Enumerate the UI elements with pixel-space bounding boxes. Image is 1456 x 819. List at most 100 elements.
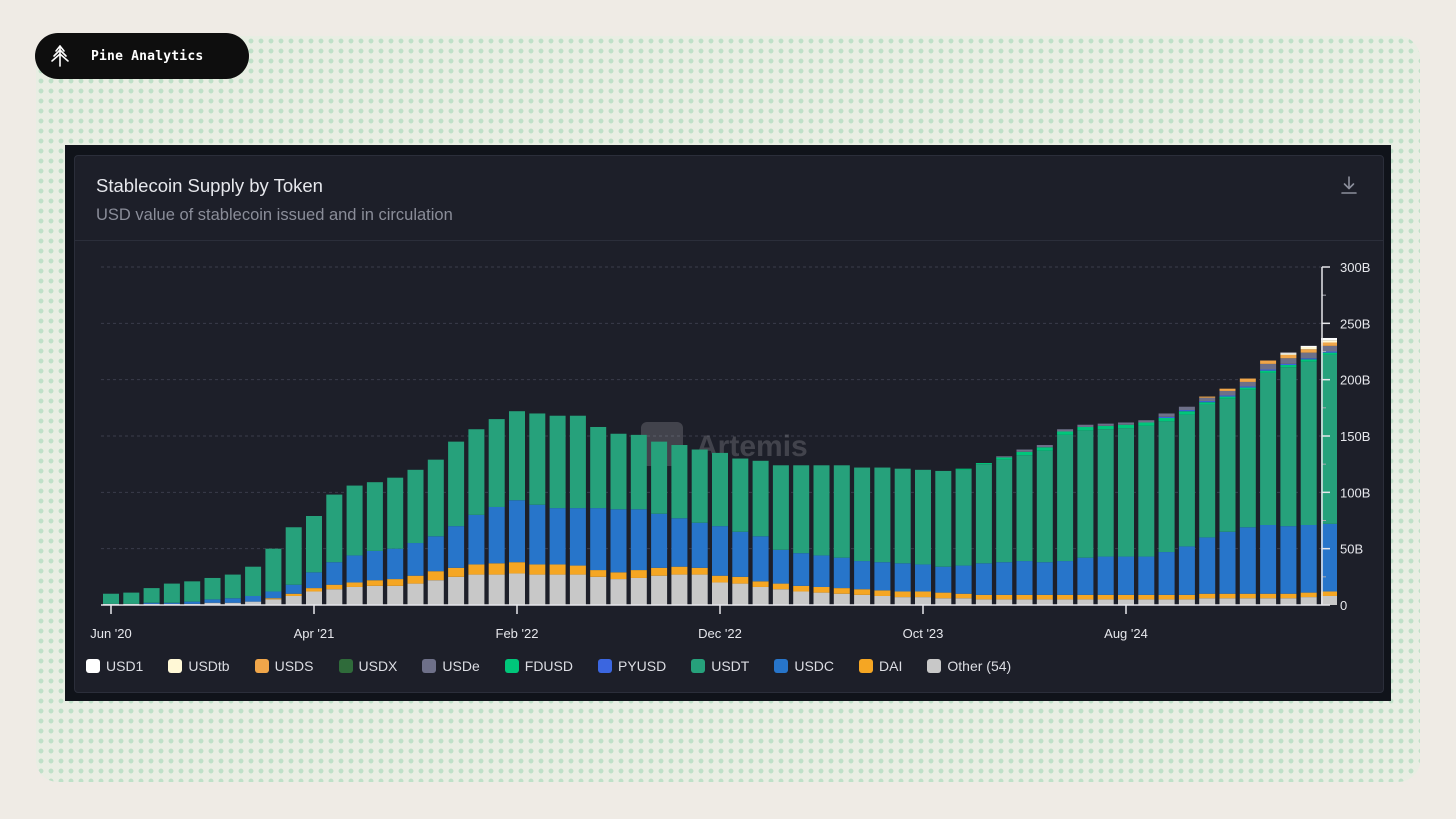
bar-segment[interactable] xyxy=(1260,369,1277,371)
bar-segment[interactable] xyxy=(935,598,952,605)
bar-segment[interactable] xyxy=(245,595,262,602)
bar-segment[interactable] xyxy=(671,566,688,575)
bar-segment[interactable] xyxy=(1321,342,1337,346)
bar-segment[interactable] xyxy=(732,531,749,577)
bar-segment[interactable] xyxy=(529,574,546,605)
bar-segment[interactable] xyxy=(1280,367,1297,527)
bar-segment[interactable] xyxy=(833,465,850,558)
bar-segment[interactable] xyxy=(1118,428,1134,557)
bar-segment[interactable] xyxy=(306,572,322,589)
bar-segment[interactable] xyxy=(1219,593,1236,599)
bar-segment[interactable] xyxy=(610,509,627,573)
bar-segment[interactable] xyxy=(407,575,424,584)
bar-segment[interactable] xyxy=(1300,358,1317,360)
bar-segment[interactable] xyxy=(1260,593,1277,599)
bar-segment[interactable] xyxy=(468,514,485,565)
bar-segment[interactable] xyxy=(894,563,911,592)
bar-segment[interactable] xyxy=(387,585,404,605)
bar-segment[interactable] xyxy=(1239,593,1256,599)
bar-segment[interactable] xyxy=(1178,546,1195,595)
bar-segment[interactable] xyxy=(651,441,668,514)
bar-segment[interactable] xyxy=(204,577,221,600)
bar-segment[interactable] xyxy=(1036,599,1053,605)
bar-segment[interactable] xyxy=(955,593,972,599)
bar-segment[interactable] xyxy=(712,575,728,583)
bar-segment[interactable] xyxy=(894,597,911,605)
bar-segment[interactable] xyxy=(1036,447,1053,451)
bar-segment[interactable] xyxy=(1178,599,1195,605)
bar-segment[interactable] xyxy=(1321,591,1337,596)
bar-segment[interactable] xyxy=(1321,523,1337,592)
bar-segment[interactable] xyxy=(1138,422,1155,426)
bar-segment[interactable] xyxy=(955,468,972,470)
legend-item[interactable]: Other (54) xyxy=(927,658,1011,674)
bar-segment[interactable] xyxy=(326,589,343,605)
bar-segment[interactable] xyxy=(204,599,221,603)
bar-segment[interactable] xyxy=(306,515,322,573)
bar-segment[interactable] xyxy=(1199,401,1216,403)
bar-segment[interactable] xyxy=(123,592,140,604)
bar-segment[interactable] xyxy=(1158,594,1175,600)
bar-segment[interactable] xyxy=(448,441,465,527)
bar-segment[interactable] xyxy=(975,599,992,605)
bar-segment[interactable] xyxy=(326,494,343,563)
bar-segment[interactable] xyxy=(1057,594,1074,600)
bar-segment[interactable] xyxy=(306,591,322,605)
bar-segment[interactable] xyxy=(732,458,749,532)
bar-segment[interactable] xyxy=(1219,398,1236,532)
bar-segment[interactable] xyxy=(265,599,282,605)
bar-segment[interactable] xyxy=(813,555,830,587)
bar-segment[interactable] xyxy=(1219,396,1236,399)
bar-segment[interactable] xyxy=(691,567,708,575)
bar-segment[interactable] xyxy=(1239,387,1256,390)
bar-segment[interactable] xyxy=(1321,352,1337,355)
bar-segment[interactable] xyxy=(509,562,525,574)
bar-segment[interactable] xyxy=(1321,337,1337,341)
bar-segment[interactable] xyxy=(752,586,769,605)
bar-segment[interactable] xyxy=(1158,417,1175,422)
bar-segment[interactable] xyxy=(813,465,830,556)
bar-segment[interactable] xyxy=(407,583,424,605)
bar-segment[interactable] xyxy=(1036,594,1053,600)
bar-segment[interactable] xyxy=(509,573,525,605)
bar-segment[interactable] xyxy=(1280,353,1297,355)
bar-segment[interactable] xyxy=(407,543,424,576)
bar-segment[interactable] xyxy=(1219,395,1236,397)
bar-segment[interactable] xyxy=(427,580,444,605)
bar-segment[interactable] xyxy=(1239,381,1256,387)
bar-segment[interactable] xyxy=(366,550,383,581)
bar-segment[interactable] xyxy=(1077,599,1094,605)
bar-segment[interactable] xyxy=(793,591,810,605)
bar-segment[interactable] xyxy=(1057,561,1074,595)
bar-segment[interactable] xyxy=(1219,388,1236,391)
bar-segment[interactable] xyxy=(306,588,322,592)
legend-item[interactable]: USDS xyxy=(254,658,314,674)
bar-segment[interactable] xyxy=(468,429,485,515)
legend-item[interactable]: USDX xyxy=(338,658,397,674)
bar-segment[interactable] xyxy=(1097,423,1114,426)
bar-segment[interactable] xyxy=(1077,557,1094,595)
bar-segment[interactable] xyxy=(1077,424,1094,427)
bar-segment[interactable] xyxy=(529,413,546,505)
bar-segment[interactable] xyxy=(1016,451,1033,456)
bar-segment[interactable] xyxy=(569,574,586,605)
bar-segment[interactable] xyxy=(1158,413,1175,417)
bar-segment[interactable] xyxy=(1178,410,1195,412)
bar-segment[interactable] xyxy=(366,580,383,586)
bar-segment[interactable] xyxy=(610,433,627,510)
bar-segment[interactable] xyxy=(935,592,952,599)
bar-segment[interactable] xyxy=(1097,429,1114,557)
bar-segment[interactable] xyxy=(1158,421,1175,553)
bar-segment[interactable] xyxy=(163,602,180,604)
bar-segment[interactable] xyxy=(387,579,404,586)
bar-segment[interactable] xyxy=(772,589,789,605)
bar-segment[interactable] xyxy=(1239,386,1256,388)
bar-segment[interactable] xyxy=(488,574,505,605)
bar-segment[interactable] xyxy=(874,595,891,605)
bar-segment[interactable] xyxy=(285,595,302,605)
bar-segment[interactable] xyxy=(793,553,810,586)
bar-segment[interactable] xyxy=(590,426,607,509)
bar-segment[interactable] xyxy=(1016,594,1033,600)
bar-segment[interactable] xyxy=(915,564,931,592)
bar-segment[interactable] xyxy=(1219,598,1236,605)
